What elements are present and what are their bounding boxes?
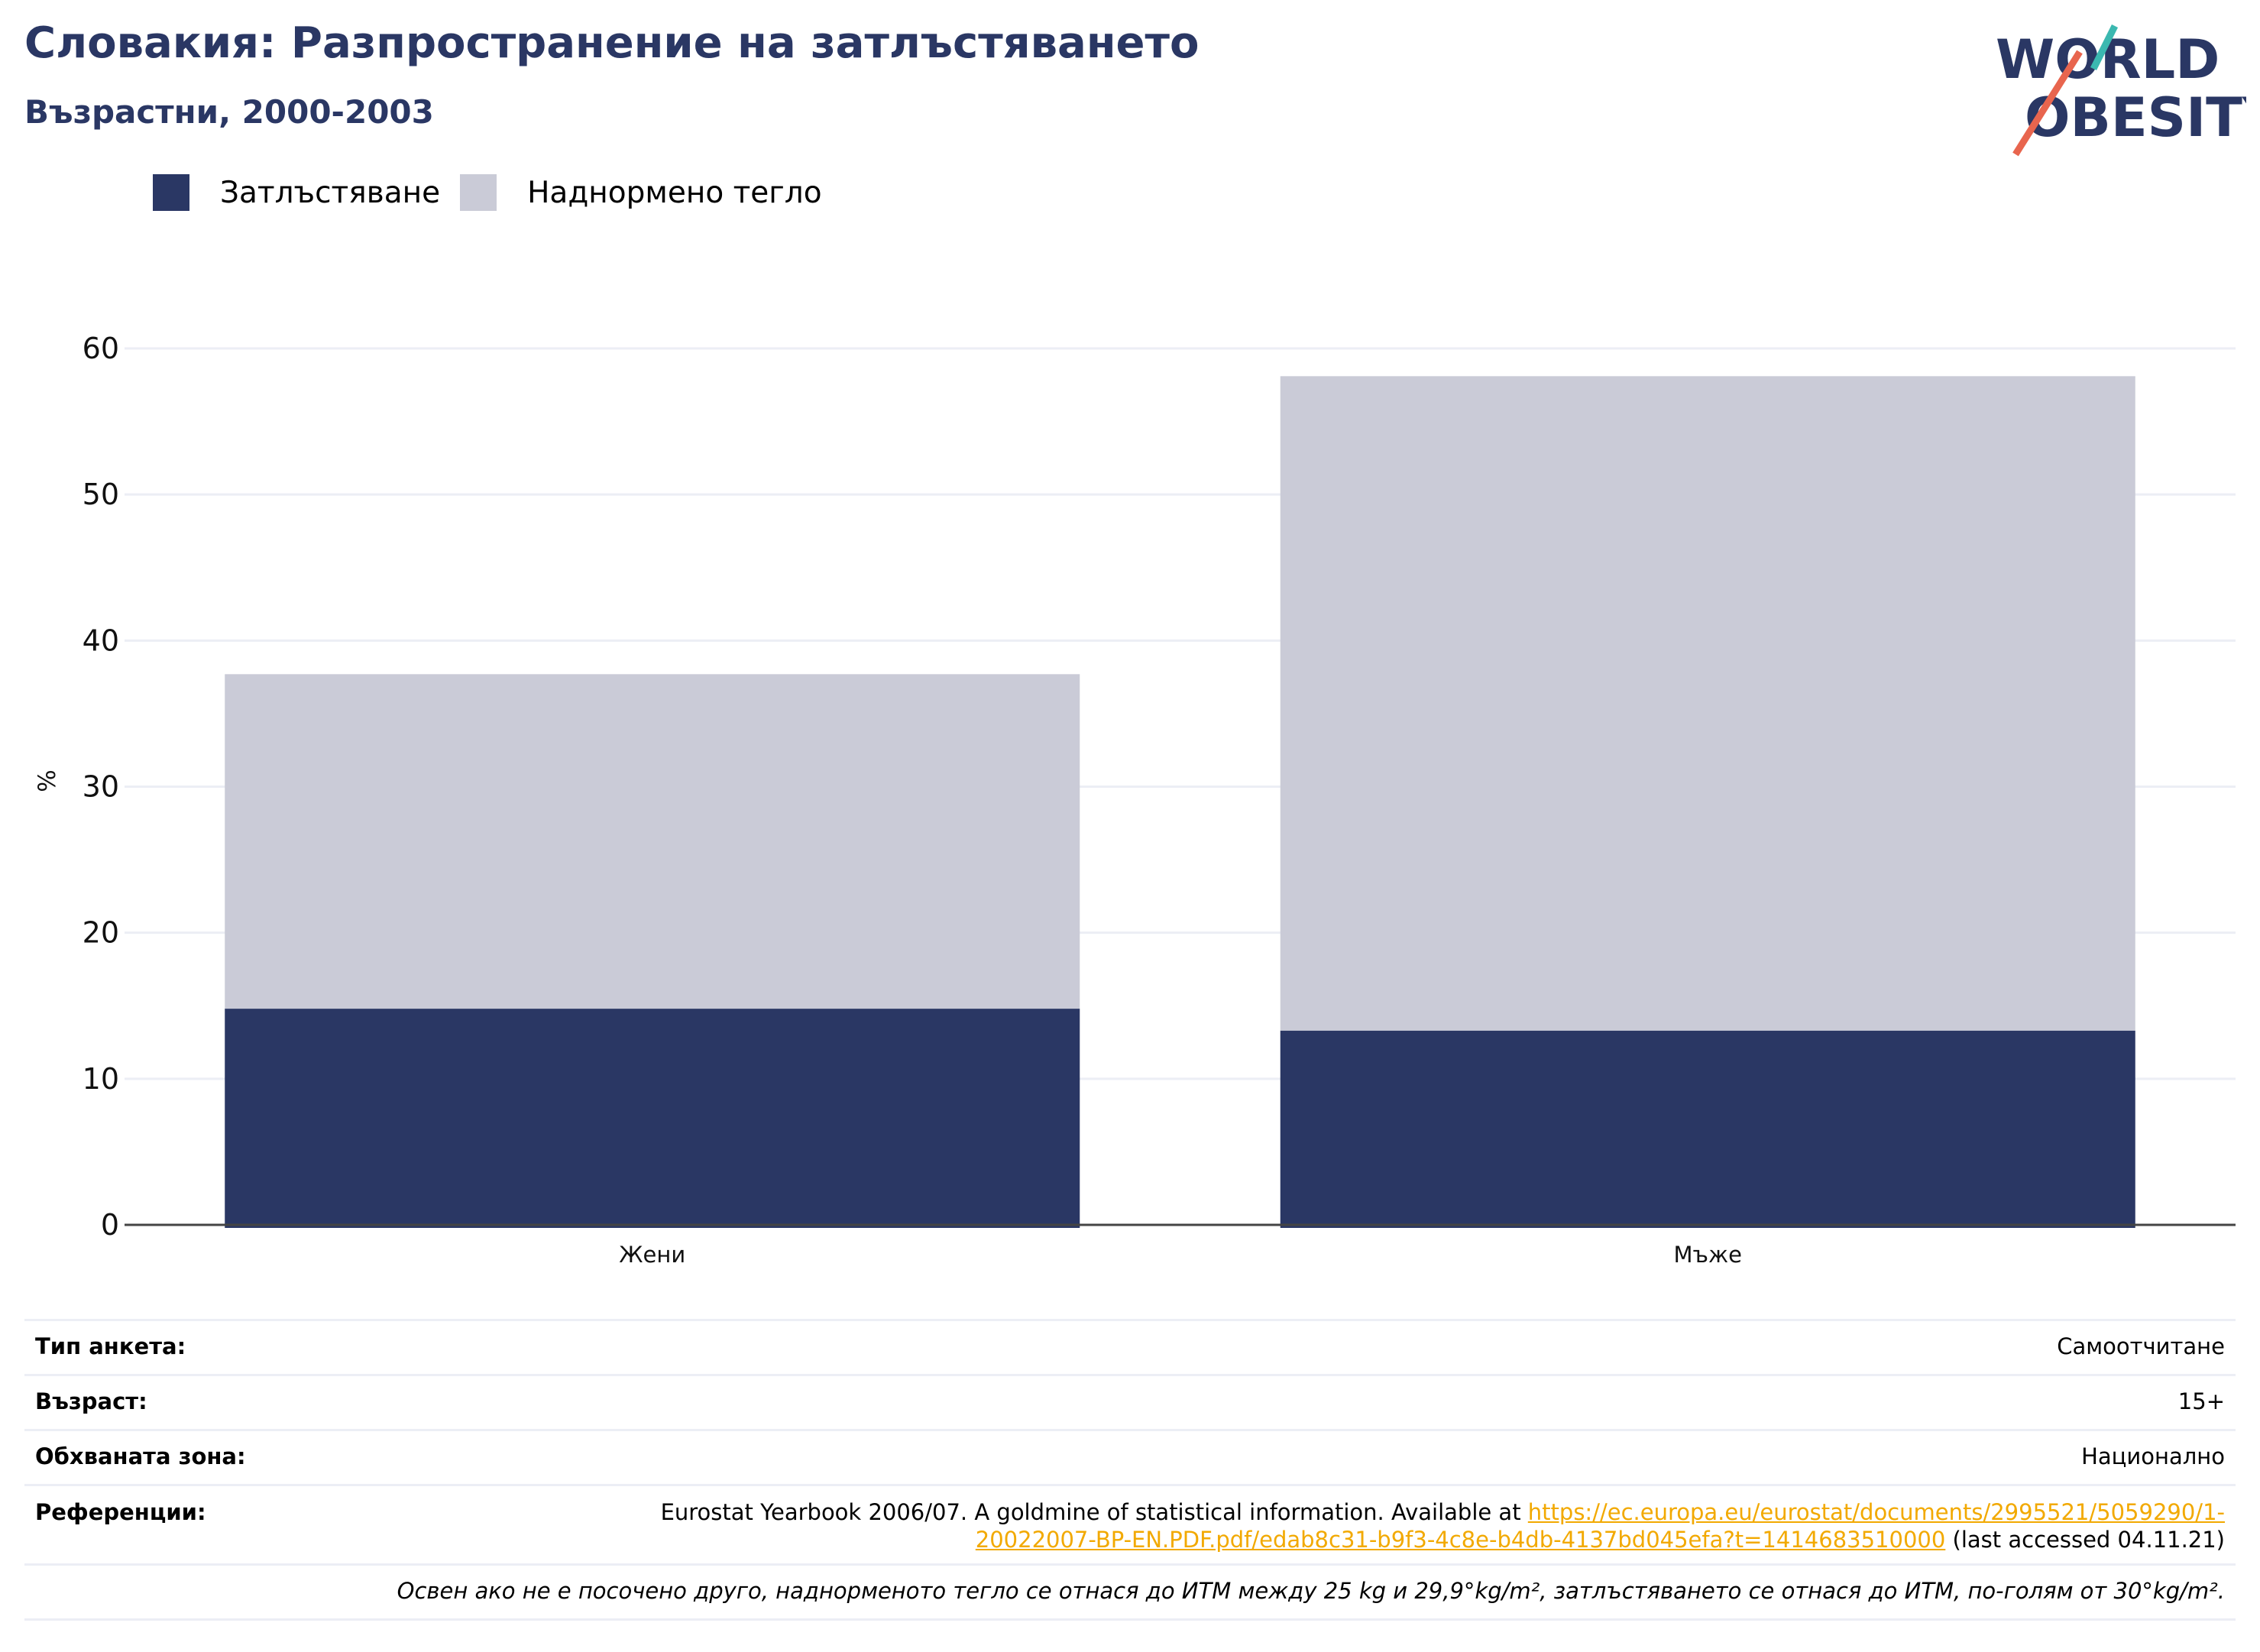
y-tick-label: 0: [101, 1208, 119, 1242]
y-tick-label: 50: [83, 478, 119, 511]
world-obesity-logo: WORLD OBESITY: [1996, 24, 2246, 157]
chart-legend: Затлъстяване Наднормено тегло: [153, 174, 842, 211]
info-row-age: Възраст: 15+: [24, 1374, 2236, 1429]
logo-text-obesity: OBESITY: [2025, 86, 2246, 149]
legend-item-overweight: Наднормено тегло: [460, 174, 822, 211]
info-row-survey-type: Тип анкета: Самоотчитане: [24, 1319, 2236, 1374]
age-value: 15+: [2177, 1388, 2225, 1414]
bar-chart: 0 10 20 30 40 50 60% Жени Мъже: [34, 332, 2236, 1268]
info-row-area: Обхваната зона: Национално: [24, 1429, 2236, 1484]
x-tick-label: Жени: [619, 1242, 685, 1268]
y-tick-label: 10: [83, 1062, 119, 1096]
y-tick-label: 30: [83, 770, 119, 804]
references-link-part2: 20022007-BP-EN.PDF.pdf/edab8c31-b9f3-4c8…: [975, 1527, 1946, 1553]
page-title: Словакия: Разпространение на затлъстяван…: [24, 18, 1200, 68]
area-value: Национално: [2081, 1443, 2225, 1469]
definition-note: Освен ако не е посочено друго, наднормен…: [397, 1578, 2225, 1604]
references-text: Eurostat Yearbook 2006/07. A goldmine of…: [660, 1499, 1528, 1525]
y-axis-label: %: [34, 769, 61, 792]
legend-label-obesity: Затлъстяване: [220, 175, 441, 210]
info-row-note: Освен ако не е посочено друго, наднормен…: [24, 1563, 2236, 1618]
legend-swatch-overweight: [460, 174, 497, 211]
bar-overweight-0: [225, 674, 1080, 1009]
references-value: Eurostat Yearbook 2006/07. A goldmine of…: [661, 1498, 2225, 1553]
y-tick-label: 20: [83, 916, 119, 950]
area-label: Обхваната зона:: [35, 1443, 246, 1469]
legend-label-overweight: Наднормено тегло: [527, 175, 822, 210]
legend-item-obesity: Затлъстяване: [153, 174, 440, 211]
survey-type-label: Тип анкета:: [35, 1333, 186, 1359]
info-row-references: Референции: Eurostat Yearbook 2006/07. A…: [24, 1484, 2236, 1563]
info-table: Тип анкета: Самоотчитане Възраст: 15+ Об…: [24, 1319, 2236, 1621]
y-tick-label: 40: [83, 624, 119, 657]
references-link-part1: https://ec.europa.eu/eurostat/documents/…: [1527, 1499, 2225, 1525]
y-tick-label: 60: [83, 332, 119, 365]
references-label: Референции:: [35, 1499, 206, 1525]
references-accessed: (last accessed 04.11.21): [1945, 1527, 2226, 1553]
survey-type-value: Самоотчитане: [2057, 1333, 2225, 1359]
logo-coral-slash: [2012, 50, 2083, 157]
bar-obesity-1: [1280, 1030, 2135, 1228]
page-subtitle: Възрастни, 2000-2003: [24, 93, 434, 131]
references-link[interactable]: https://ec.europa.eu/eurostat/documents/…: [976, 1499, 2225, 1553]
age-label: Възраст:: [35, 1388, 147, 1414]
bar-obesity-0: [225, 1009, 1080, 1228]
logo-teal-slash: [2090, 24, 2119, 71]
x-tick-label: Мъже: [1674, 1242, 1742, 1268]
table-bottom-border: [24, 1618, 2236, 1621]
legend-swatch-obesity: [153, 174, 189, 211]
bar-overweight-1: [1280, 376, 2135, 1031]
